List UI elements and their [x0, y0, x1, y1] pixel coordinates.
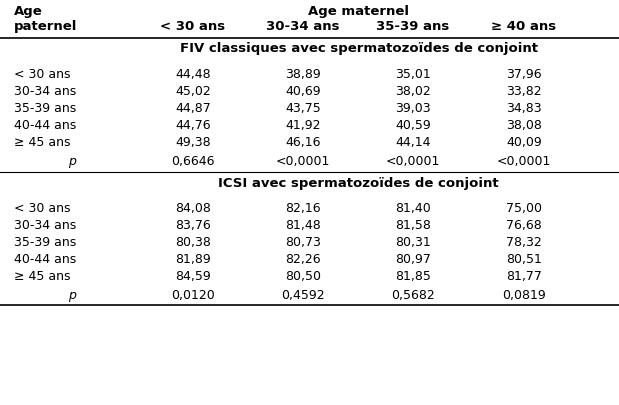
Text: Age maternel: Age maternel [308, 5, 409, 18]
Text: 44,14: 44,14 [396, 136, 431, 149]
Text: 78,32: 78,32 [506, 236, 542, 249]
Text: 41,92: 41,92 [285, 119, 321, 132]
Text: 37,96: 37,96 [506, 68, 542, 81]
Text: 38,08: 38,08 [506, 119, 542, 132]
Text: 35-39 ans: 35-39 ans [376, 20, 449, 33]
Text: 84,08: 84,08 [175, 202, 211, 215]
Text: 38,89: 38,89 [285, 68, 321, 81]
Text: ≥ 45 ans: ≥ 45 ans [14, 270, 71, 283]
Text: <0,0001: <0,0001 [497, 155, 551, 168]
Text: 81,77: 81,77 [506, 270, 542, 283]
Text: 45,02: 45,02 [175, 85, 211, 98]
Text: 82,16: 82,16 [285, 202, 321, 215]
Text: p: p [68, 289, 76, 302]
Text: < 30 ans: < 30 ans [14, 202, 71, 215]
Text: 80,31: 80,31 [395, 236, 431, 249]
Text: < 30 ans: < 30 ans [160, 20, 225, 33]
Text: 84,59: 84,59 [175, 270, 211, 283]
Text: 40,09: 40,09 [506, 136, 542, 149]
Text: 49,38: 49,38 [175, 136, 211, 149]
Text: 0,4592: 0,4592 [281, 289, 325, 302]
Text: < 30 ans: < 30 ans [14, 68, 71, 81]
Text: 82,26: 82,26 [285, 253, 321, 266]
Text: 39,03: 39,03 [395, 102, 431, 115]
Text: 30-34 ans: 30-34 ans [266, 20, 340, 33]
Text: 38,02: 38,02 [395, 85, 431, 98]
Text: 34,83: 34,83 [506, 102, 542, 115]
Text: Age: Age [14, 5, 43, 18]
Text: p: p [68, 155, 76, 168]
Text: 0,0819: 0,0819 [502, 289, 546, 302]
Text: 80,97: 80,97 [395, 253, 431, 266]
Text: ≥ 45 ans: ≥ 45 ans [14, 136, 71, 149]
Text: 80,73: 80,73 [285, 236, 321, 249]
Text: 80,38: 80,38 [175, 236, 211, 249]
Text: ICSI avec spermatozoïdes de conjoint: ICSI avec spermatozoïdes de conjoint [218, 177, 499, 190]
Text: 40-44 ans: 40-44 ans [14, 253, 76, 266]
Text: 76,68: 76,68 [506, 219, 542, 232]
Text: 35-39 ans: 35-39 ans [14, 236, 76, 249]
Text: 40,69: 40,69 [285, 85, 321, 98]
Text: paternel: paternel [14, 20, 77, 33]
Text: 0,0120: 0,0120 [171, 289, 215, 302]
Text: 81,40: 81,40 [395, 202, 431, 215]
Text: 0,5682: 0,5682 [391, 289, 435, 302]
Text: ≥ 40 ans: ≥ 40 ans [491, 20, 556, 33]
Text: 35,01: 35,01 [395, 68, 431, 81]
Text: 75,00: 75,00 [506, 202, 542, 215]
Text: 81,48: 81,48 [285, 219, 321, 232]
Text: 0,6646: 0,6646 [171, 155, 215, 168]
Text: <0,0001: <0,0001 [276, 155, 330, 168]
Text: 81,89: 81,89 [175, 253, 211, 266]
Text: 33,82: 33,82 [506, 85, 542, 98]
Text: 40,59: 40,59 [395, 119, 431, 132]
Text: 43,75: 43,75 [285, 102, 321, 115]
Text: 35-39 ans: 35-39 ans [14, 102, 76, 115]
Text: 44,48: 44,48 [175, 68, 211, 81]
Text: <0,0001: <0,0001 [386, 155, 440, 168]
Text: 83,76: 83,76 [175, 219, 211, 232]
Text: 44,76: 44,76 [175, 119, 211, 132]
Text: 81,85: 81,85 [395, 270, 431, 283]
Text: 30-34 ans: 30-34 ans [14, 85, 76, 98]
Text: 40-44 ans: 40-44 ans [14, 119, 76, 132]
Text: 46,16: 46,16 [285, 136, 321, 149]
Text: 80,50: 80,50 [285, 270, 321, 283]
Text: FIV classiques avec spermatozoïdes de conjoint: FIV classiques avec spermatozoïdes de co… [180, 42, 537, 55]
Text: 80,51: 80,51 [506, 253, 542, 266]
Text: 30-34 ans: 30-34 ans [14, 219, 76, 232]
Text: 81,58: 81,58 [395, 219, 431, 232]
Text: 44,87: 44,87 [175, 102, 211, 115]
